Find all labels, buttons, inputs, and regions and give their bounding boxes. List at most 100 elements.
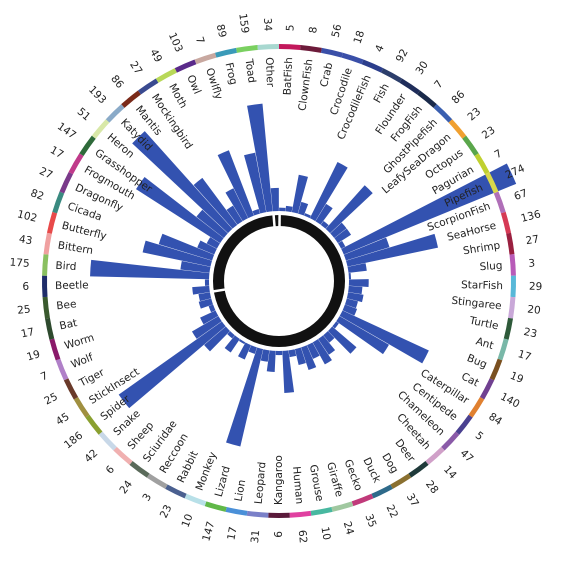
segment-human xyxy=(290,511,312,518)
value-label-wolf: 7 xyxy=(39,370,50,384)
segment-snake xyxy=(99,431,117,450)
category-label-grouse: Grouse xyxy=(307,464,326,503)
bar-reccoon xyxy=(239,339,245,344)
value-label-stickinsect: 45 xyxy=(54,411,72,428)
segment-dog xyxy=(390,474,411,489)
category-label-turtle: Turtle xyxy=(467,315,499,333)
inner-ring xyxy=(213,215,345,347)
segment-owlfly xyxy=(195,53,217,64)
bar-cat xyxy=(340,310,429,363)
value-label-gecko: 35 xyxy=(362,512,378,529)
segment-reccoon xyxy=(147,474,168,489)
value-label-frog: 89 xyxy=(214,23,229,39)
value-label-heron: 51 xyxy=(75,106,93,124)
segment-crocodile xyxy=(342,53,364,64)
segment-gecko xyxy=(352,494,374,506)
segment-flounder xyxy=(400,79,421,95)
segment-grouse xyxy=(311,507,333,516)
category-label-owl: Owl xyxy=(184,73,203,96)
segment-leafyseadragon xyxy=(449,119,467,138)
value-label-crocodilefish: 4 xyxy=(373,43,387,54)
value-label-stingaree: 20 xyxy=(527,303,542,316)
category-label-kangaroo: Kangaroo xyxy=(273,455,285,505)
value-label-beetle: 6 xyxy=(22,281,29,293)
category-label-bug: Bug xyxy=(465,352,489,371)
segment-crab xyxy=(321,48,343,58)
segment-pagurian xyxy=(474,153,489,174)
segment-cat xyxy=(480,378,494,399)
category-label-owlfly: Owlfly xyxy=(203,66,225,101)
bar-ghostpipefish xyxy=(326,185,373,233)
category-label-slug: Slug xyxy=(479,260,503,274)
segment-mantis xyxy=(121,91,141,108)
value-label-pagurian: 7 xyxy=(493,147,505,161)
value-label-frogmouth: 17 xyxy=(48,144,66,161)
value-label-katydid: 193 xyxy=(86,84,109,107)
value-label-ant: 17 xyxy=(516,348,532,363)
value-label-sheep: 6 xyxy=(104,463,118,476)
segment-owl xyxy=(175,60,197,73)
segment-centipede xyxy=(456,415,473,435)
bar-owlfly xyxy=(252,209,259,215)
segment-butterfly xyxy=(47,212,57,234)
value-label-bug: 19 xyxy=(508,370,525,386)
category-label-crab: Crab xyxy=(318,61,335,88)
value-label-clownfish: 8 xyxy=(307,26,320,34)
bar-starfish xyxy=(349,279,369,287)
segment-cheetah xyxy=(425,447,444,465)
segment-other xyxy=(257,44,279,50)
bar-crocodilefish xyxy=(304,213,311,218)
segment-giraffe xyxy=(331,501,353,512)
value-label-worm: 19 xyxy=(25,348,41,363)
value-label-turtle: 23 xyxy=(523,326,539,340)
segment-cicada xyxy=(52,192,64,214)
value-label-lion: 17 xyxy=(225,526,239,541)
segment-wolf xyxy=(56,359,69,381)
category-label-worm: Worm xyxy=(63,332,96,352)
category-label-bee: Bee xyxy=(56,298,77,312)
category-label-other: Other xyxy=(263,57,276,88)
bar-kangaroo xyxy=(276,351,282,355)
bar-lizard xyxy=(226,348,263,447)
bar-clownfish xyxy=(285,206,292,212)
segment-grasshopper xyxy=(79,136,95,156)
value-label-owlfly: 7 xyxy=(193,35,206,45)
segment-lizard xyxy=(205,501,227,512)
value-label-giraffe: 24 xyxy=(341,520,356,536)
category-label-starfish: StarFish xyxy=(461,279,503,292)
category-label-clownfish: ClownFish xyxy=(296,58,315,111)
segment-bittern xyxy=(44,233,52,255)
category-label-cat: Cat xyxy=(459,370,480,389)
value-label-spider: 186 xyxy=(62,429,85,451)
category-label-fish: Fish xyxy=(372,82,392,106)
value-label-rabbit: 23 xyxy=(158,503,175,520)
category-label-bat: Bat xyxy=(58,317,78,332)
value-label-bird: 175 xyxy=(9,257,30,270)
category-label-leopard: Leopard xyxy=(253,461,269,504)
segment-frog xyxy=(215,48,237,58)
value-label-mockingbird: 27 xyxy=(127,59,144,77)
segment-bug xyxy=(490,359,503,381)
category-label-shrimp: Shrimp xyxy=(462,239,501,257)
bar-batfish xyxy=(279,208,285,212)
segment-stingaree xyxy=(508,297,515,319)
value-label-scorpionfish: 67 xyxy=(513,187,530,203)
segment-monkey xyxy=(185,494,207,506)
segment-sciuridae xyxy=(129,461,149,478)
value-label-bee: 25 xyxy=(17,303,32,316)
bar-human xyxy=(282,350,294,393)
category-label-gecko: Gecko xyxy=(342,458,365,493)
ring-gap-1 xyxy=(274,214,275,227)
bar-grouse xyxy=(289,349,297,357)
bar-spider xyxy=(119,321,226,408)
segment-beetle xyxy=(42,276,48,298)
value-label-deer: 28 xyxy=(423,478,441,496)
segment-stickinsect xyxy=(74,397,90,418)
segment-sheep xyxy=(113,447,132,465)
value-label-duck: 22 xyxy=(384,503,401,520)
bar-centipede xyxy=(332,321,339,328)
value-label-kangaroo: 6 xyxy=(273,531,285,538)
segment-ant xyxy=(498,338,509,360)
category-label-dog: Dog xyxy=(379,451,400,475)
